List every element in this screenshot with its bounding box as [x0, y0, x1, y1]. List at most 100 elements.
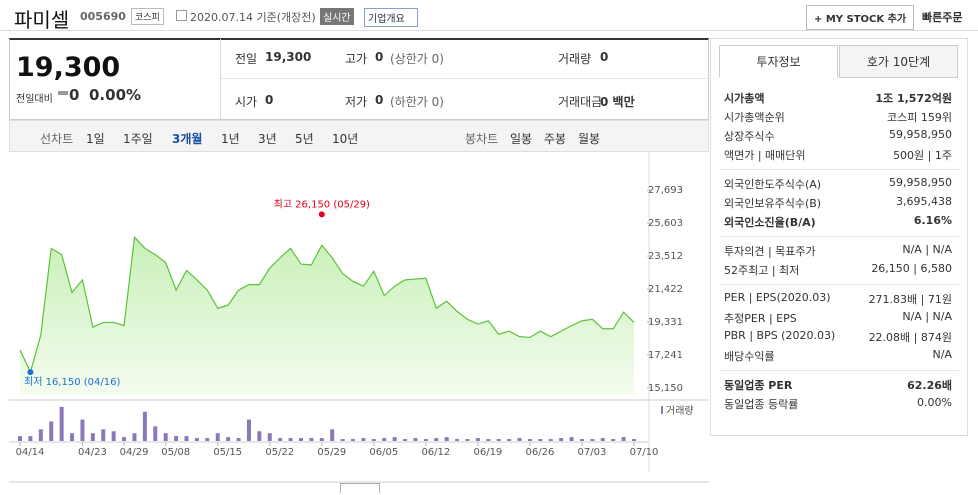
candle-label: 봉차트	[465, 132, 499, 146]
volume-bar	[215, 433, 220, 441]
candle-item[interactable]: 일봉	[510, 132, 533, 146]
side-label: 시가총액	[724, 92, 765, 105]
volume-bar	[413, 438, 418, 441]
volume-bar	[621, 437, 626, 441]
stat-value: 19,300	[265, 50, 312, 64]
volume-bar	[90, 433, 95, 441]
volume-bar	[340, 439, 345, 441]
side-panel	[710, 38, 968, 436]
volume-bar	[444, 437, 449, 441]
divider	[0, 30, 978, 31]
x-tick-label: 05/22	[265, 447, 294, 458]
period-item[interactable]: 3년	[258, 132, 277, 146]
volume-bar	[330, 429, 335, 441]
x-tick-label: 05/29	[317, 447, 346, 458]
y-tick-label: 23,512	[648, 251, 683, 262]
period-item[interactable]: 3개월	[172, 132, 203, 146]
x-tick-label: 07/10	[630, 447, 659, 458]
side-value: 22.08배 | 874원	[868, 331, 952, 344]
side-tab[interactable]: 호가 10단계	[839, 45, 958, 78]
side-divider	[719, 284, 959, 285]
stat-label: 전일	[235, 52, 258, 66]
stat-value: 0	[600, 50, 609, 64]
side-value: 코스피 159위	[887, 111, 952, 124]
stat-label: 거래대금	[558, 95, 603, 109]
volume-bar	[236, 438, 241, 441]
side-value: 0.00%	[917, 396, 952, 409]
volume-bar	[382, 438, 387, 441]
side-label: 추정PER | EPS	[724, 312, 797, 325]
volume-bar	[392, 437, 397, 441]
candle-item[interactable]: 주봉	[544, 132, 567, 146]
stock-code: 005690	[80, 10, 126, 23]
side-divider	[719, 236, 959, 237]
side-label: 액면가 | 매매단위	[724, 149, 806, 162]
period-item[interactable]: 1년	[221, 132, 240, 146]
period-item[interactable]: 5년	[295, 132, 314, 146]
side-label: 외국인한도주식수(A)	[724, 178, 822, 191]
volume-bar	[205, 438, 210, 441]
volume-bar	[590, 439, 595, 441]
x-tick-label: 04/29	[120, 447, 149, 458]
high-label: 최고 26,150 (05/29)	[274, 198, 370, 210]
side-label: 투자의견 | 목표주가	[724, 245, 816, 258]
mystock-button[interactable]: + MY STOCK 추가	[806, 5, 915, 30]
candle-item[interactable]: 월봉	[578, 132, 601, 146]
volume-bar	[49, 421, 54, 441]
low-label: 최저 16,150 (04/16)	[24, 376, 120, 388]
volume-bar	[257, 431, 262, 441]
stat-note: (하한가 0)	[390, 95, 444, 109]
volume-bar	[559, 438, 564, 441]
side-value: 1조 1,572억원	[875, 92, 952, 105]
x-tick-label: 06/12	[421, 447, 450, 458]
realtime-badge[interactable]: 실시간	[320, 8, 354, 25]
stat-label: 거래량	[558, 52, 592, 66]
x-tick-label: 07/03	[578, 447, 607, 458]
x-tick-label: 05/15	[213, 447, 242, 458]
x-tick-label: 06/26	[526, 447, 555, 458]
y-tick-label: 25,603	[648, 218, 683, 229]
period-item[interactable]: 1일	[86, 132, 105, 146]
side-divider	[719, 169, 959, 170]
volume-bar	[184, 436, 189, 441]
volume-bar	[111, 431, 116, 441]
change-label: 전일대비	[16, 94, 53, 105]
collapse-button[interactable]	[340, 483, 380, 493]
y-tick-label: 27,693	[648, 185, 683, 196]
period-item[interactable]: 1주일	[123, 132, 153, 146]
volume-bar	[163, 433, 168, 441]
high-marker	[318, 211, 325, 218]
side-tab[interactable]: 투자정보	[719, 45, 838, 78]
volume-bar	[569, 437, 574, 441]
volume-bar	[38, 429, 43, 441]
volume-bar	[18, 436, 22, 441]
volume-bar	[507, 439, 512, 441]
volume-bar	[194, 438, 199, 441]
volume-bar	[371, 439, 376, 441]
quick-order[interactable]: 빠른주문	[922, 11, 963, 24]
volume-bar	[28, 436, 33, 441]
y-tick-label: 15,150	[648, 383, 683, 394]
side-label: 배당수익률	[724, 350, 775, 363]
x-tick-label: 06/05	[369, 447, 398, 458]
volume-bar	[278, 438, 283, 441]
volume-bar	[267, 433, 272, 441]
side-label: 상장주식수	[724, 130, 775, 143]
period-item[interactable]: 10년	[332, 132, 359, 146]
side-label: PER | EPS(2020.03)	[724, 291, 831, 304]
side-label: 외국인보유주식수(B)	[724, 197, 822, 210]
side-label: 동일업종 등락률	[724, 398, 799, 411]
side-value: 26,150 | 6,580	[871, 262, 952, 275]
price-line	[19, 235, 635, 374]
volume-bar	[174, 436, 179, 441]
volume-bar	[59, 406, 64, 441]
stat-value: 0 백만	[600, 95, 635, 109]
side-value: 62.26배	[907, 379, 952, 392]
period-bar	[9, 120, 709, 152]
side-label: 외국인소진율(B/A)	[724, 216, 816, 229]
volume-bar	[423, 439, 428, 441]
side-label: 동일업종 PER	[724, 379, 793, 392]
volume-bar	[226, 437, 231, 441]
volume-bar	[434, 438, 439, 441]
company-button[interactable]: 기업개요	[364, 8, 418, 27]
